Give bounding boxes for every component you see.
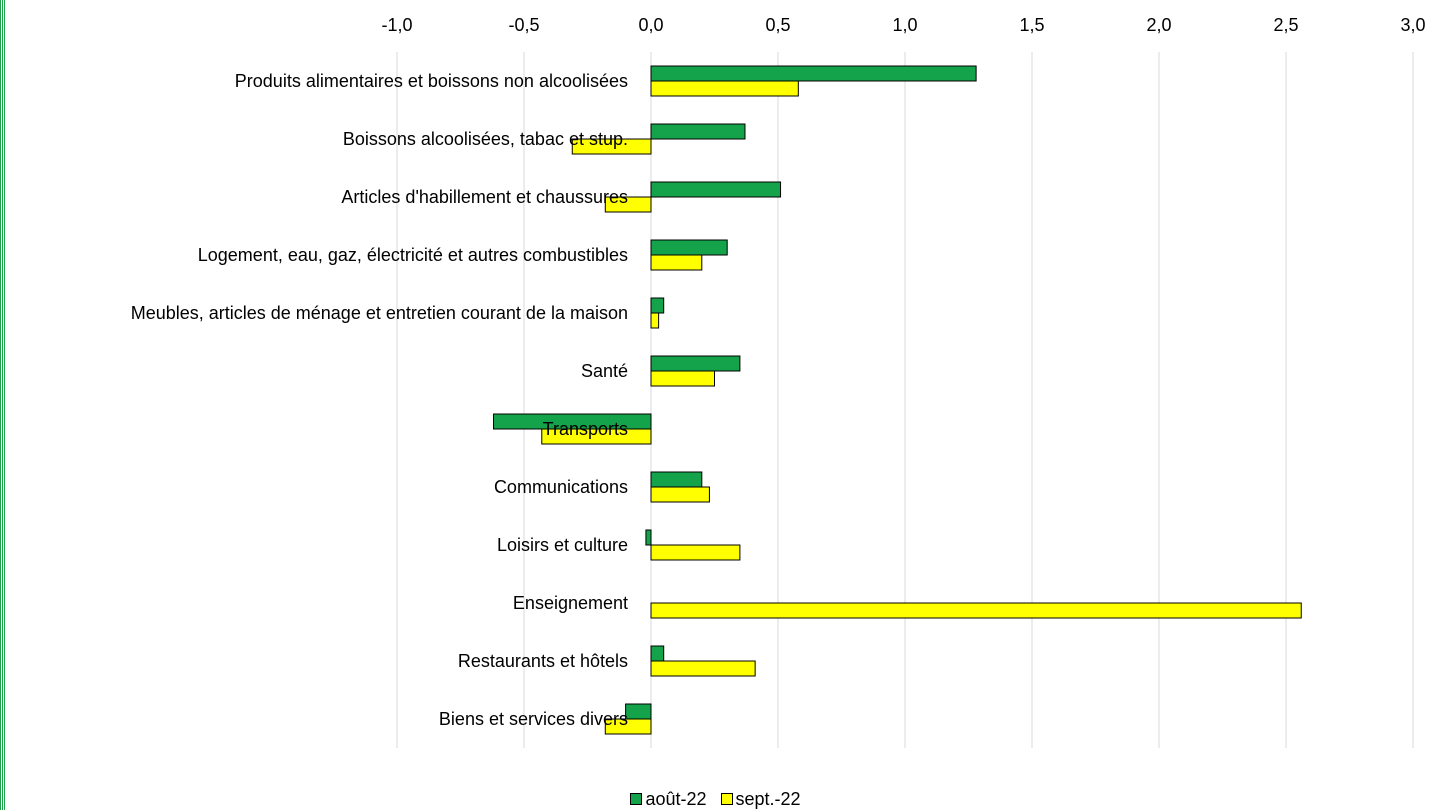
bar-aout-22-restaurants-et-hotels xyxy=(650,645,665,662)
bar-sept-22-boissons-alcoolisees-tabac-et-stup xyxy=(571,138,652,155)
category-label-logement-eau-gaz-electricite-et-autres-combustibles: Logement, eau, gaz, électricité et autre… xyxy=(198,245,628,265)
category-label-articles-d-habillement-et-chaussures: Articles d'habillement et chaussures xyxy=(341,187,628,207)
x-tick-label: -1,0 xyxy=(381,15,412,35)
bar-sept-22-loisirs-et-culture xyxy=(650,544,741,561)
x-tick-label: -0,5 xyxy=(508,15,539,35)
category-label-communications: Communications xyxy=(494,477,628,497)
legend-item-sept-22: sept.-22 xyxy=(720,788,801,810)
bar-aout-22-produits-alimentaires-et-boissons-non-alcoolisees xyxy=(650,65,977,82)
bar-sept-22-restaurants-et-hotels xyxy=(650,660,756,677)
category-label-boissons-alcoolisees-tabac-et-stup: Boissons alcoolisées, tabac et stup. xyxy=(343,129,628,149)
bar-sept-22-enseignement xyxy=(650,602,1302,619)
bar-sept-22-sante xyxy=(650,370,715,387)
category-label-enseignement: Enseignement xyxy=(513,593,628,613)
bar-sept-22-logement-eau-gaz-electricite-et-autres-combustibles xyxy=(650,254,703,271)
bar-sept-22-produits-alimentaires-et-boissons-non-alcoolisees xyxy=(650,80,799,97)
bar-aout-22-boissons-alcoolisees-tabac-et-stup xyxy=(650,123,746,140)
bar-aout-22-meubles-articles-de-menage-et-entretien-courant-de-la-maison xyxy=(650,297,665,314)
legend-swatch-aout-22 xyxy=(630,793,643,805)
bar-chart: -1,0 -0,5 0,0 0,5 1,0 1,5 2,0 2,5 3,0 Produits al… xyxy=(131,15,1426,748)
bar-aout-22-articles-d-habillement-et-chaussures xyxy=(650,181,782,198)
category-label-biens-et-services-divers: Biens et services divers xyxy=(439,709,628,729)
bar-sept-22-meubles-articles-de-menage-et-entretien-courant-de-la-maison xyxy=(650,312,660,329)
legend-label-sept-22: sept.-22 xyxy=(735,788,801,809)
bar-aout-22-sante xyxy=(650,355,741,372)
category-label-sante: Santé xyxy=(581,361,628,381)
category-label-produits-alimentaires-et-boissons-non-alcoolisees: Produits alimentaires et boissons non al… xyxy=(235,71,628,91)
x-tick-label: 2,0 xyxy=(1146,15,1171,35)
bar-aout-22-biens-et-services-divers xyxy=(625,703,652,720)
category-label-transports: Transports xyxy=(543,419,628,439)
x-tick-label: 0,0 xyxy=(638,15,663,35)
bar-sept-22-transports xyxy=(541,428,652,445)
legend-item-aout-22: août-22 xyxy=(630,788,707,810)
bar-sept-22-communications xyxy=(650,486,710,503)
bar-aout-22-loisirs-et-culture xyxy=(645,529,652,546)
x-tick-label: 0,5 xyxy=(765,15,790,35)
legend-swatch-sept-22 xyxy=(720,793,733,805)
legend-label-aout-22: août-22 xyxy=(645,788,707,809)
bar-aout-22-logement-eau-gaz-electricite-et-autres-combustibles xyxy=(650,239,728,256)
x-tick-label: 3,0 xyxy=(1400,15,1425,35)
left-border-rule xyxy=(0,0,5,810)
category-label-restaurants-et-hotels: Restaurants et hôtels xyxy=(458,651,628,671)
legend: août-22 sept.-22 xyxy=(0,788,1431,810)
x-tick-label: 2,5 xyxy=(1273,15,1298,35)
category-label-meubles-articles-de-menage-et-entretien-courant-de-la-maison: Meubles, articles de ménage et entretien… xyxy=(131,303,628,323)
x-tick-label: 1,5 xyxy=(1019,15,1044,35)
x-tick-label: 1,0 xyxy=(892,15,917,35)
bar-aout-22-communications xyxy=(650,471,703,488)
category-label-loisirs-et-culture: Loisirs et culture xyxy=(497,535,628,555)
bar-sept-22-articles-d-habillement-et-chaussures xyxy=(604,196,652,213)
bar-sept-22-biens-et-services-divers xyxy=(604,718,652,735)
